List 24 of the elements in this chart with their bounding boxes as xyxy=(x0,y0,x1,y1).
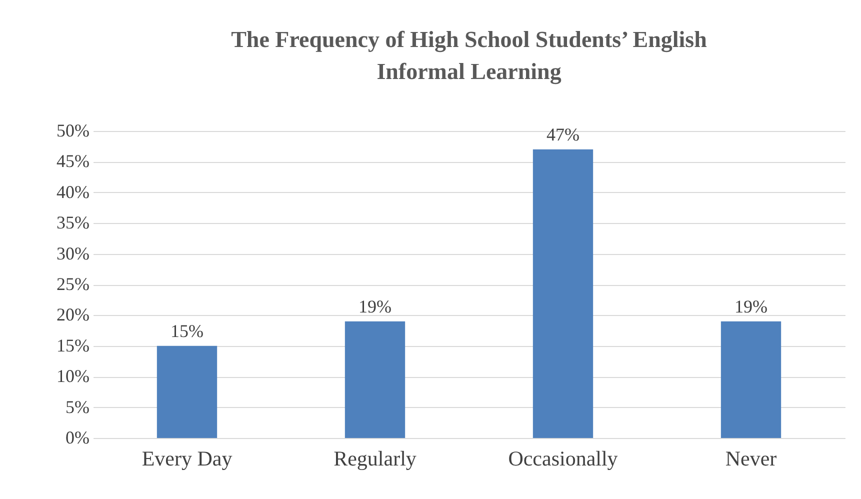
y-tick-label: 40% xyxy=(56,182,90,202)
data-label: 19% xyxy=(358,296,392,316)
bar xyxy=(720,321,782,438)
y-tick-label: 45% xyxy=(56,151,90,172)
x-tick-label: Every Day xyxy=(142,446,233,470)
bar xyxy=(344,321,406,438)
x-tick-label: Occasionally xyxy=(508,446,618,470)
y-tick-label: 30% xyxy=(56,243,90,264)
data-label: 15% xyxy=(170,320,204,341)
data-label: 19% xyxy=(734,296,768,316)
x-tick-label: Never xyxy=(725,446,777,470)
y-tick-label: 5% xyxy=(66,396,90,417)
y-tick-label: 15% xyxy=(56,335,90,356)
bar xyxy=(532,149,594,438)
y-tick-label: 20% xyxy=(56,304,90,325)
chart-title: The Frequency of High School Students’ English Informal Learning xyxy=(231,27,708,85)
y-tick-label: 25% xyxy=(56,274,90,294)
y-tick-label: 10% xyxy=(56,366,90,386)
y-tick-label: 50% xyxy=(56,120,90,140)
y-tick-label: 0% xyxy=(66,428,90,448)
bar xyxy=(156,346,218,438)
y-tick-label: 35% xyxy=(56,212,90,233)
data-label: 47% xyxy=(546,124,580,144)
x-tick-label: Regularly xyxy=(334,446,417,470)
